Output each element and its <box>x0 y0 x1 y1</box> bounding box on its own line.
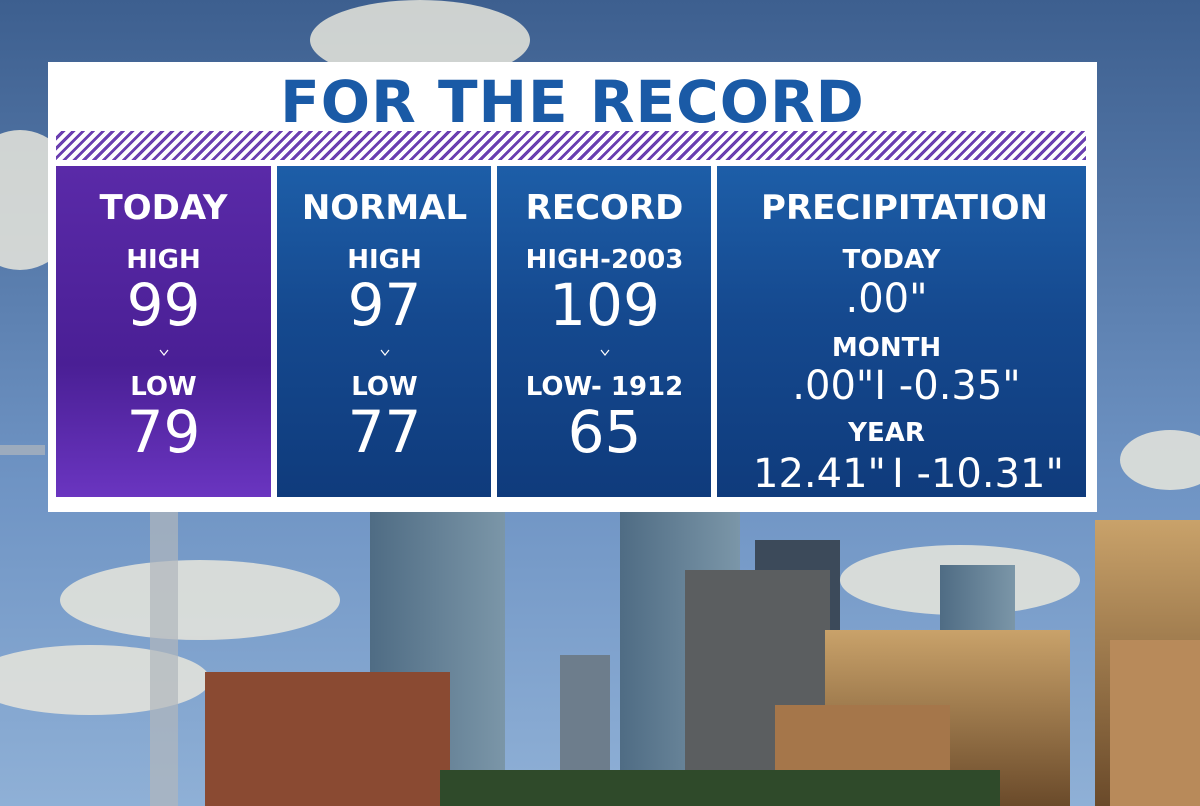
low-value: 65 <box>567 398 642 466</box>
month-precip: .00"I -0.35" <box>792 363 1021 409</box>
chevron <box>56 345 271 361</box>
low-value: 79 <box>126 398 201 466</box>
year-precip: 12.41" <box>753 451 886 497</box>
today-label: TODAY <box>842 245 941 275</box>
low-label: LOW <box>351 372 418 402</box>
column-text: TODAY HIGH 99 LOW 79 <box>56 0 271 806</box>
chevron <box>277 345 492 361</box>
column-text: NORMAL HIGH 97 LOW 77 <box>277 0 492 806</box>
low-label: LOW <box>130 372 197 402</box>
column-heading: RECORD <box>525 188 684 228</box>
high-value: 97 <box>347 271 422 339</box>
high-value: 99 <box>126 271 201 339</box>
low-value: 77 <box>347 398 422 466</box>
today-precip: .00" <box>845 276 928 322</box>
chevron-icon <box>600 349 609 356</box>
panel-title: FOR THE RECORD <box>280 68 865 136</box>
column-heading: TODAY <box>99 188 228 228</box>
low-label: LOW- 1912 <box>525 372 684 402</box>
high-value: 109 <box>549 271 660 339</box>
chevron-icon <box>159 349 168 356</box>
hatch-strip <box>56 131 1086 160</box>
month-label: MONTH <box>831 333 942 363</box>
high-label: HIGH <box>347 245 422 275</box>
record-column <box>497 166 711 497</box>
chevron <box>497 345 712 361</box>
high-label: HIGH-2003 <box>525 245 684 275</box>
column-heading: PRECIPITATION <box>761 188 1048 228</box>
today-column <box>56 166 271 497</box>
column-heading: NORMAL <box>301 188 468 228</box>
high-label: HIGH <box>126 245 201 275</box>
precipitation-column <box>717 166 1086 497</box>
chevron-icon <box>380 349 389 356</box>
precipitation-text: PRECIPITATION TODAY .00" MONTH .00"I -0.… <box>717 0 1086 806</box>
column-text: RECORD HIGH-2003 109 LOW- 1912 65 <box>497 0 712 806</box>
year-departure: I -10.31" <box>892 451 1064 497</box>
normal-column <box>277 166 491 497</box>
year-label: YEAR <box>848 418 925 448</box>
